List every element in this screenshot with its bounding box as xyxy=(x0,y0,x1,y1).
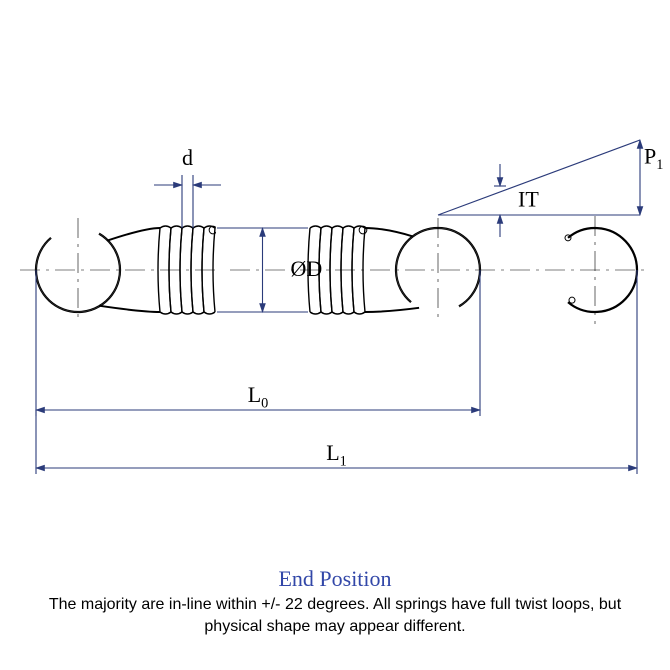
caption-title: End Position xyxy=(0,566,670,592)
svg-text:d: d xyxy=(182,145,193,170)
svg-text:L1: L1 xyxy=(326,440,347,470)
svg-text:ØD: ØD xyxy=(291,256,323,281)
svg-text:P1: P1 xyxy=(644,144,663,174)
svg-text:IT: IT xyxy=(518,187,539,212)
svg-text:L0: L0 xyxy=(248,382,269,412)
caption-subtitle: The majority are in-line within +/- 22 d… xyxy=(35,594,635,637)
